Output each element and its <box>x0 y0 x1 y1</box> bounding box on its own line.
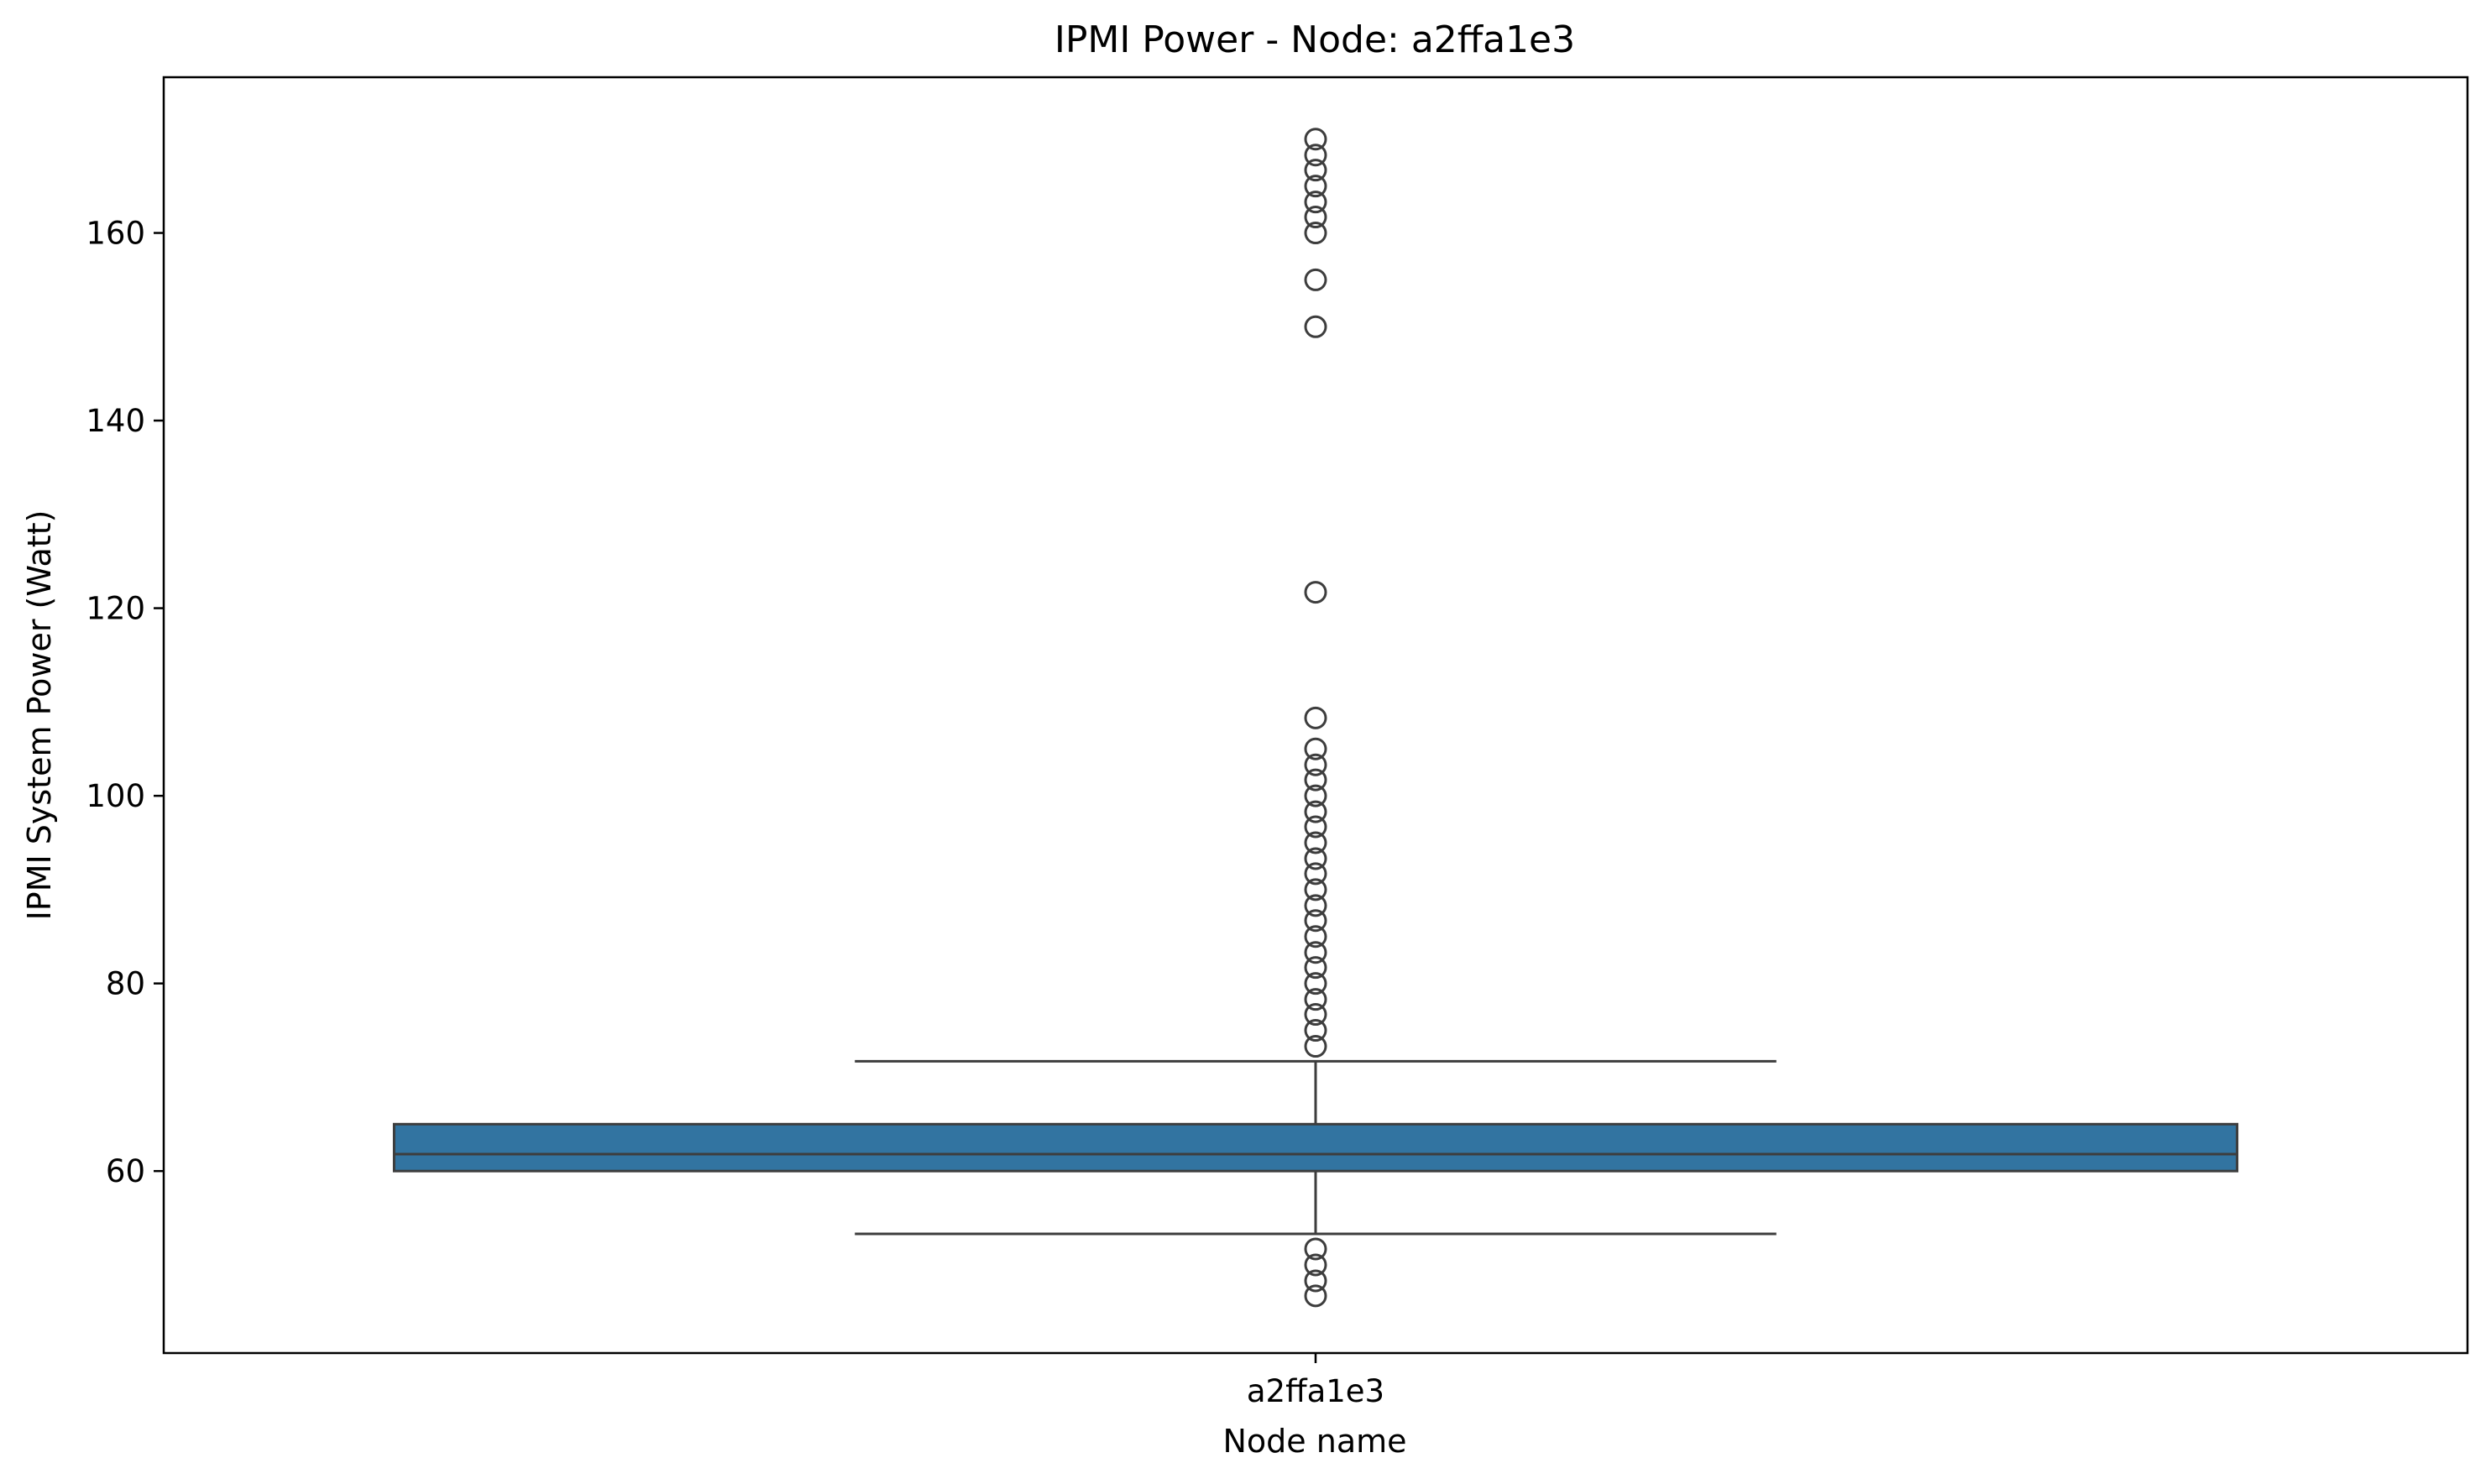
outlier-point <box>1304 753 1327 776</box>
outlier-point <box>1304 1237 1327 1261</box>
x-axis-ticks: a2ffa1e3 <box>1247 1353 1384 1409</box>
outlier-point <box>1304 159 1327 182</box>
x-axis-label: Node name <box>1222 1423 1406 1460</box>
y-tick-label: 100 <box>86 778 145 814</box>
outlier-point <box>1304 1035 1327 1058</box>
outlier-point <box>1304 1019 1327 1042</box>
plot-frame <box>162 76 2469 1355</box>
y-axis-label: IPMI System Power (Watt) <box>21 510 58 921</box>
outlier-point <box>1304 737 1327 760</box>
outlier-point <box>1304 941 1327 964</box>
chart-title: IPMI Power - Node: a2ffa1e3 <box>1054 18 1575 61</box>
y-tick-label: 140 <box>86 403 145 439</box>
outlier-point <box>1304 1269 1327 1293</box>
outlier-point <box>1304 144 1327 167</box>
y-tick-label: 160 <box>86 216 145 252</box>
y-tick-label: 60 <box>106 1153 145 1189</box>
outlier-point <box>1304 315 1327 338</box>
outlier-point <box>1304 925 1327 948</box>
outlier-point <box>1304 909 1327 933</box>
y-tick-label: 80 <box>106 966 145 1002</box>
outlier-point <box>1304 206 1327 229</box>
outlier-point <box>1304 1003 1327 1027</box>
outlier-point <box>1304 800 1327 823</box>
outlier-point <box>1304 191 1327 214</box>
outlier-point <box>1304 222 1327 245</box>
outlier-point <box>1304 268 1327 291</box>
outlier-point <box>1304 128 1327 151</box>
outlier-point <box>1304 988 1327 1011</box>
box-group <box>392 128 2239 1308</box>
outlier-point <box>1304 1284 1327 1308</box>
iqr-box <box>392 1122 2239 1173</box>
outlier-point <box>1304 1253 1327 1277</box>
outlier-point <box>1304 581 1327 604</box>
y-axis-ticks: 60 80 100 120 140 160 <box>86 216 164 1189</box>
outlier-point <box>1304 972 1327 995</box>
outlier-point <box>1304 878 1327 901</box>
outlier-point <box>1304 862 1327 886</box>
outlier-point <box>1304 784 1327 807</box>
y-tick-label: 120 <box>86 591 145 627</box>
plot-marks <box>392 128 2239 1308</box>
outlier-point <box>1304 831 1327 854</box>
outlier-point <box>1304 706 1327 729</box>
outlier-point <box>1304 768 1327 792</box>
outlier-point <box>1304 956 1327 980</box>
outlier-point <box>1304 894 1327 917</box>
x-tick-label: a2ffa1e3 <box>1247 1373 1384 1409</box>
outlier-point <box>1304 175 1327 198</box>
outlier-point <box>1304 847 1327 870</box>
outlier-point <box>1304 815 1327 839</box>
